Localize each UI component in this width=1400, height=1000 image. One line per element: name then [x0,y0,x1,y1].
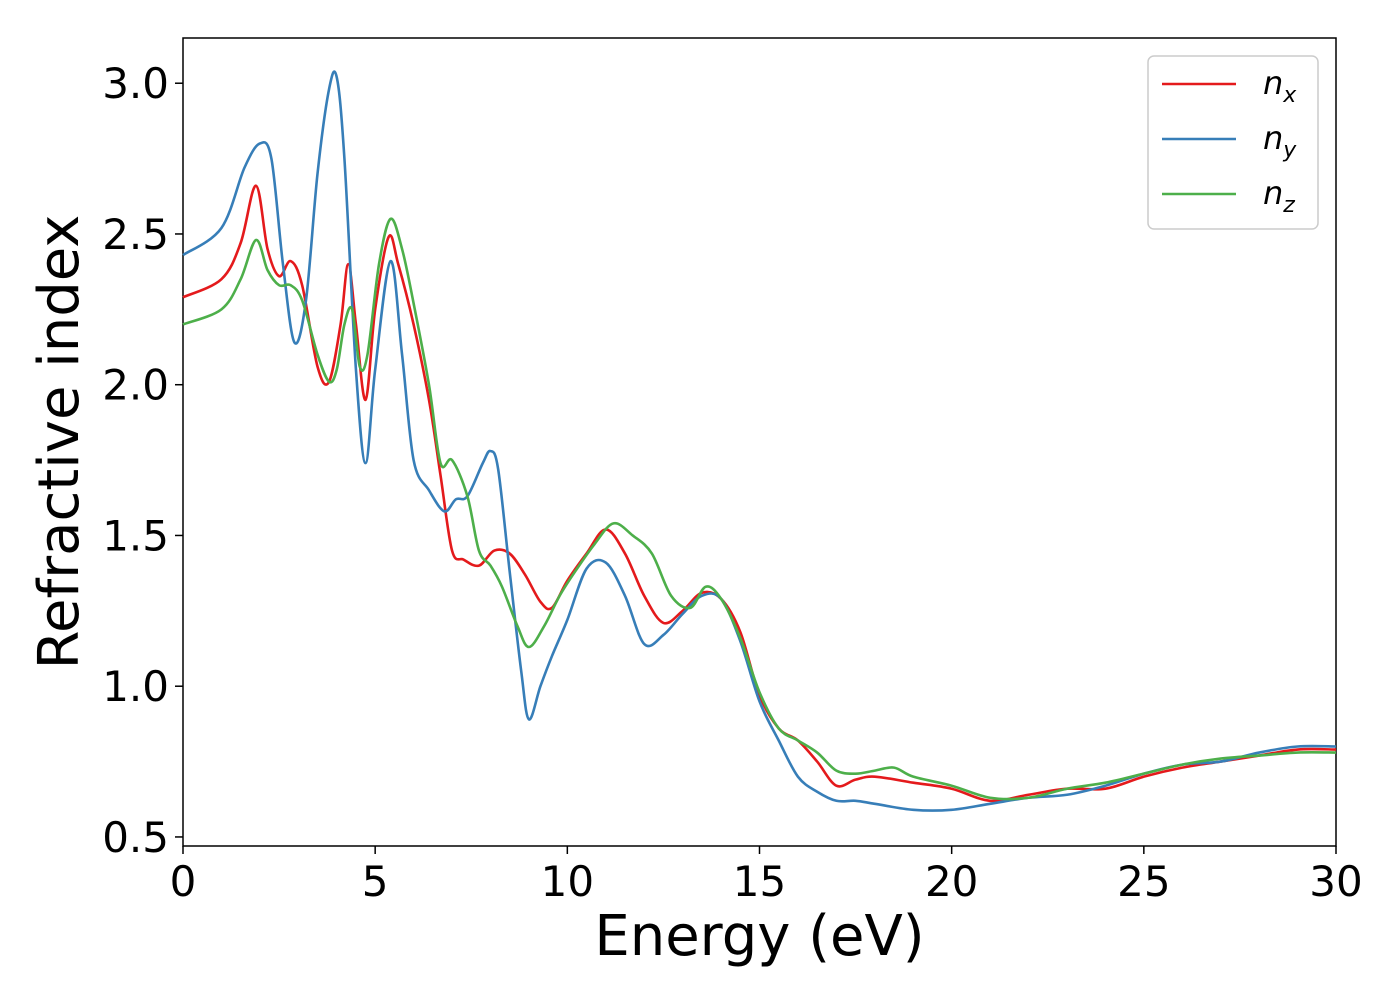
x-tick-label: 0 [170,857,197,906]
y-tick-label: 3.0 [102,59,169,108]
legend-label-z: nz [1263,174,1295,218]
series-line-z [182,217,1337,801]
y-tick-label: 0.5 [102,813,169,862]
x-tick-label: 10 [541,857,594,906]
series-layer [182,70,1337,812]
plot-area [182,37,1337,847]
y-tick-label: 2.0 [102,361,169,410]
x-axis-label: Energy (eV) [594,904,924,969]
y-axis: 0.5 1.0 1.5 2.0 2.5 3.0 [102,59,183,862]
x-tick-label: 5 [362,857,389,906]
x-axis: 0 5 10 15 20 25 30 [170,846,1363,906]
y-tick-label: 1.5 [102,511,169,560]
y-tick-label: 2.5 [102,210,169,259]
y-tick-label: 1.0 [102,662,169,711]
x-tick-label: 15 [733,857,786,906]
legend-label-y: ny [1263,119,1297,163]
x-tick-label: 20 [925,857,978,906]
y-axis-label: Refractive index [27,215,92,670]
legend: nx ny nz [1147,55,1319,230]
legend-label-x: nx [1263,64,1297,108]
x-tick-label: 25 [1117,857,1170,906]
series-line-y [182,70,1337,812]
x-tick-label: 30 [1309,857,1362,906]
legend-box [1147,55,1319,230]
